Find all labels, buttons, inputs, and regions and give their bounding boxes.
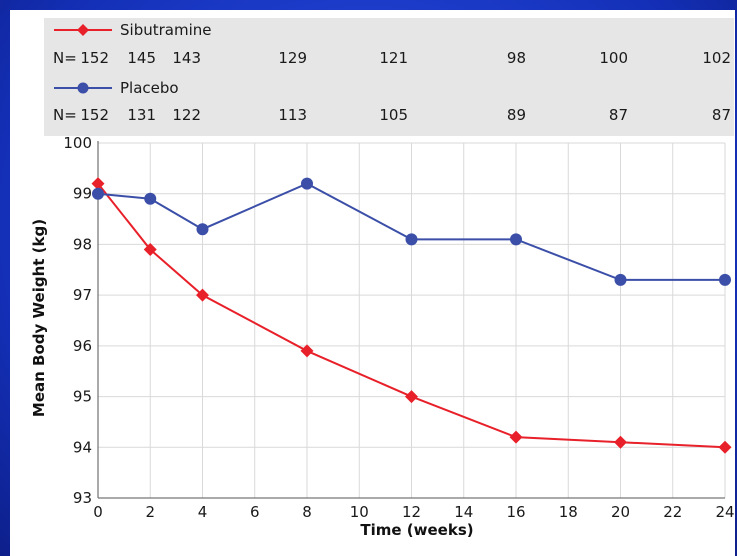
n-value: 105	[379, 106, 408, 124]
x-tick-label: 22	[663, 503, 682, 521]
n-value: 121	[379, 49, 408, 67]
data-point-sibutramine	[718, 440, 732, 454]
chart-panel: Sibutramine N= 152 145 143 129 121 98 100 102 Plac…	[10, 10, 735, 556]
n-value: 131	[127, 106, 156, 124]
data-point-placebo	[405, 233, 418, 246]
n-value: 102	[702, 49, 731, 67]
data-point-placebo	[510, 233, 522, 246]
x-tick-label: 14	[454, 503, 473, 521]
n-value: 143	[172, 49, 201, 67]
data-point-sibutramine	[143, 243, 157, 256]
x-tick-label: 16	[506, 503, 525, 521]
x-tick-label: 2	[145, 503, 155, 521]
y-axis-label: Mean Body Weight (kg)	[30, 219, 48, 417]
n-value: 113	[278, 106, 307, 124]
legend-panel	[44, 18, 734, 136]
legend-label-1: Sibutramine	[120, 21, 211, 39]
n-value: 152	[80, 49, 109, 67]
n-value: 152	[80, 106, 109, 124]
data-point-placebo	[719, 273, 731, 286]
data-point-sibutramine	[614, 435, 627, 449]
data-point-sibutramine	[509, 430, 523, 444]
data-point-sibutramine	[196, 288, 209, 302]
x-tick-label: 18	[559, 503, 578, 521]
y-tick-label: 95	[73, 388, 92, 406]
data-point-sibutramine	[300, 344, 314, 358]
x-tick-label: 12	[402, 503, 421, 521]
x-axis-label: Time (weeks)	[360, 521, 473, 539]
n-value: 89	[507, 106, 526, 124]
data-point-sibutramine	[405, 390, 418, 404]
y-tick-label: 96	[73, 337, 92, 355]
x-tick-label: 20	[611, 503, 630, 521]
n-value: 87	[712, 106, 731, 124]
y-tick-label: 97	[73, 286, 92, 304]
y-tick-label: 94	[73, 438, 92, 456]
n-prefix-1: N=	[53, 49, 77, 67]
n-value: 145	[127, 49, 156, 67]
data-point-placebo	[92, 187, 104, 200]
n-value: 100	[599, 49, 628, 67]
data-point-placebo	[144, 192, 157, 205]
y-tick-label: 98	[73, 235, 92, 253]
x-tick-label: 24	[715, 503, 734, 521]
x-tick-label: 4	[198, 503, 208, 521]
x-tick-label: 8	[302, 503, 312, 521]
series-line-sibutramine	[97, 182, 726, 449]
legend-marker-diamond	[77, 24, 89, 36]
x-tick-label: 6	[250, 503, 260, 521]
data-point-sibutramine	[91, 177, 105, 191]
n-value: 129	[278, 49, 307, 67]
legend-marker-circle	[77, 82, 89, 94]
data-point-placebo	[614, 273, 627, 286]
y-tick-label: 100	[63, 134, 92, 152]
x-tick-label: 0	[93, 503, 103, 521]
series-line-placebo	[97, 182, 725, 281]
n-value: 98	[507, 49, 526, 67]
x-tick-label: 10	[350, 503, 369, 521]
y-tick-label: 93	[73, 489, 92, 507]
y-tick-label: 99	[73, 185, 92, 203]
n-value: 122	[172, 106, 201, 124]
n-value: 87	[609, 106, 628, 124]
n-prefix-2: N=	[53, 106, 77, 124]
data-point-placebo	[196, 223, 209, 236]
legend-label-2: Placebo	[120, 79, 179, 97]
data-point-placebo	[301, 177, 313, 190]
